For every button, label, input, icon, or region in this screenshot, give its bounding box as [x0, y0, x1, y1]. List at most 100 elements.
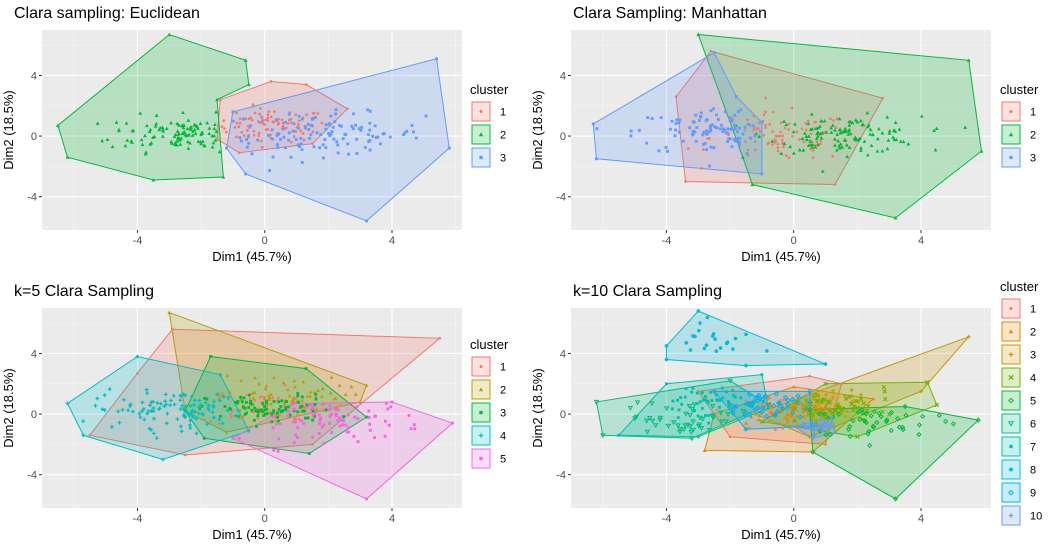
cluster-point-4: [152, 431, 156, 436]
cluster-point-3: [262, 414, 266, 417]
cluster-point-1: [272, 110, 276, 113]
cluster-point-1: [242, 134, 246, 137]
cluster-point-9: [760, 405, 766, 411]
cluster-point-2: [848, 131, 853, 136]
cluster-point-10: [802, 422, 807, 426]
cluster-point-1: [781, 426, 785, 430]
cluster-point-7: [680, 402, 684, 406]
cluster-point-8: [691, 334, 695, 338]
cluster-point-3: [250, 152, 254, 156]
cluster-point-2: [207, 126, 212, 130]
cluster-point-4: [146, 409, 151, 414]
cluster-point-3: [267, 133, 270, 137]
cluster-point-4: [200, 411, 204, 416]
cluster-point-9: [771, 403, 777, 409]
cluster-point-9: [782, 394, 789, 401]
cluster-point-1: [758, 130, 762, 133]
cluster-point-3: [250, 408, 254, 412]
cluster-point-3: [338, 124, 342, 127]
cluster-point-2: [182, 130, 187, 135]
cluster-point-2: [160, 127, 165, 131]
cluster-point-3: [810, 415, 815, 420]
cluster-point-1: [773, 428, 777, 431]
cluster-point-2: [286, 387, 290, 392]
cluster-point-3: [203, 396, 207, 400]
cluster-point-7: [670, 407, 674, 411]
cluster-point-9: [775, 408, 781, 414]
cluster-point-3: [282, 127, 286, 131]
cluster-point-5: [328, 414, 332, 418]
cluster-point-4: [203, 400, 208, 405]
cluster-point-2: [822, 416, 827, 421]
cluster-point-1: [271, 396, 275, 400]
cluster-point-2: [835, 132, 840, 136]
cluster-point-1: [781, 134, 784, 138]
cluster-point-1: [809, 132, 813, 136]
cluster-point-2: [195, 126, 200, 130]
cluster-point-2: [702, 448, 707, 452]
cluster-point-2: [804, 134, 809, 138]
cluster-point-2: [791, 129, 796, 134]
cluster-point-4: [154, 436, 159, 440]
cluster-point-1: [265, 404, 269, 408]
cluster-point-1: [305, 113, 308, 117]
cluster-point-1: [768, 122, 771, 126]
legend-marker-1: [1009, 109, 1013, 114]
cluster-point-3: [271, 155, 275, 159]
cluster-point-3: [366, 108, 370, 112]
cluster-point-3: [713, 125, 717, 129]
cluster-point-10: [818, 418, 823, 422]
cluster-point-4: [220, 421, 225, 426]
cluster-point-4: [192, 410, 197, 414]
y-axis-label: Dim2 (18.5%): [1, 90, 16, 169]
cluster-point-3: [728, 127, 731, 131]
cluster-point-7: [704, 398, 708, 402]
cluster-point-5: [878, 413, 884, 419]
cluster-point-3: [718, 127, 722, 131]
cluster-point-3: [218, 414, 222, 418]
legend-marker-10: [1008, 513, 1014, 518]
legend-label-3: 3: [1030, 153, 1036, 165]
cluster-point-2: [837, 127, 842, 132]
cluster-point-1: [311, 142, 314, 145]
cluster-point-2: [782, 141, 787, 146]
cluster-point-3: [698, 115, 702, 119]
cluster-point-2: [865, 110, 870, 115]
cluster-point-3: [297, 126, 301, 130]
cluster-point-2: [188, 127, 193, 131]
cluster-point-2: [810, 142, 815, 147]
cluster-point-2: [815, 134, 820, 138]
cluster-point-4: [226, 395, 231, 400]
legend-marker-2: [1008, 329, 1014, 334]
cluster-point-3: [321, 143, 325, 147]
cluster-point-2: [901, 139, 906, 144]
cluster-point-7: [696, 414, 700, 418]
cluster-point-5: [825, 415, 831, 421]
cluster-point-6: [643, 418, 650, 424]
cluster-point-3: [311, 418, 315, 422]
cluster-point-3: [336, 151, 340, 155]
cluster-point-2: [189, 125, 194, 129]
cluster-point-4: [882, 389, 887, 394]
cluster-point-2: [157, 127, 162, 132]
cluster-point-3: [709, 109, 713, 113]
cluster-point-4: [189, 394, 194, 399]
cluster-point-3: [336, 143, 340, 147]
cluster-point-6: [700, 416, 706, 422]
cluster-point-7: [706, 400, 710, 404]
cluster-point-1: [771, 130, 774, 133]
cluster-point-6: [600, 433, 606, 439]
cluster-point-2: [320, 386, 325, 391]
legend-marker-2: [478, 387, 484, 392]
cluster-point-4: [182, 414, 187, 419]
cluster-point-1: [800, 127, 804, 130]
cluster-point-1: [253, 111, 257, 115]
cluster-point-4: [184, 404, 188, 409]
cluster-point-5: [299, 419, 303, 423]
cluster-point-7: [691, 409, 695, 413]
cluster-point-9: [746, 391, 753, 398]
cluster-point-3: [708, 124, 712, 128]
cluster-point-5: [368, 422, 372, 426]
cluster-point-2: [805, 137, 809, 142]
legend-marker-5: [1008, 397, 1014, 404]
